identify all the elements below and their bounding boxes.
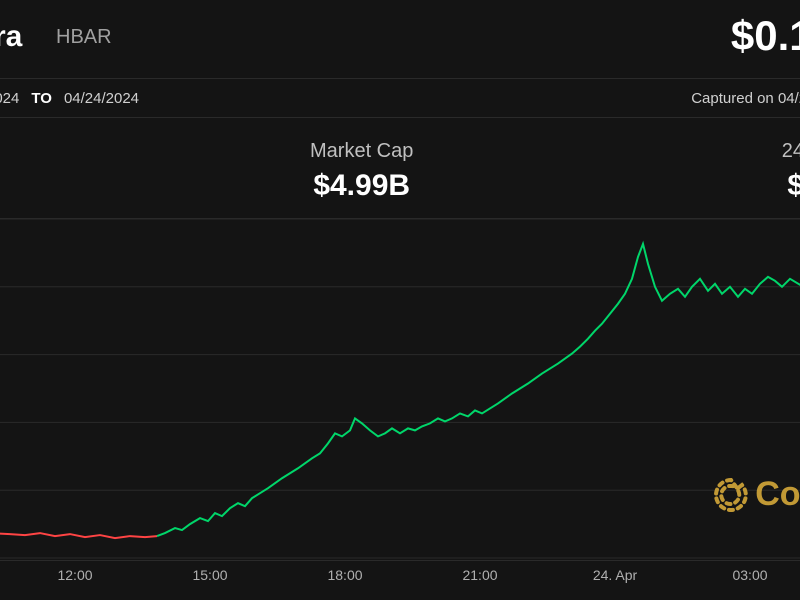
date-range-row: 2024 TO 04/24/2024 Captured on 04/24/2 (0, 78, 800, 118)
watermark-text: Coi (755, 475, 800, 514)
stats-row: Market Cap $4.99B 24 $ (0, 128, 800, 218)
coin-ticker: HBAR (56, 26, 112, 49)
price-chart: Coi (0, 218, 800, 560)
header-row: ra HBAR $0.13 (0, 0, 800, 72)
coindesk-icon (713, 477, 749, 513)
volume-value: $ (782, 169, 800, 203)
coin-name: ra (0, 20, 22, 54)
price-line-red (0, 533, 157, 538)
crypto-price-widget: ra HBAR $0.13 2024 TO 04/24/2024 Capture… (0, 0, 800, 600)
current-price: $0.13 (731, 12, 800, 60)
market-cap-value: $4.99B (310, 169, 413, 203)
volume-stat: 24 $ (782, 140, 800, 203)
x-axis-tick: 18:00 (327, 567, 362, 583)
date-range-start: 2024 (0, 90, 19, 107)
x-axis-tick: 24. Apr (593, 567, 637, 583)
x-axis-tick: 15:00 (192, 567, 227, 583)
market-cap-label: Market Cap (310, 140, 413, 163)
price-line-green (157, 244, 800, 536)
x-axis: 12:00 15:00 18:00 21:00 24. Apr 03:00 (0, 560, 800, 600)
date-range-end: 04/24/2024 (64, 90, 139, 107)
x-axis-tick: 21:00 (462, 567, 497, 583)
chart-svg (0, 219, 800, 560)
x-axis-tick: 03:00 (732, 567, 767, 583)
x-axis-tick: 12:00 (57, 567, 92, 583)
market-cap-stat: Market Cap $4.99B (310, 140, 413, 203)
captured-timestamp: Captured on 04/24/2 (691, 90, 800, 107)
volume-label: 24 (782, 140, 800, 163)
date-range-to-label: TO (31, 90, 52, 107)
chart-gridlines (0, 219, 800, 558)
watermark: Coi (713, 475, 800, 514)
